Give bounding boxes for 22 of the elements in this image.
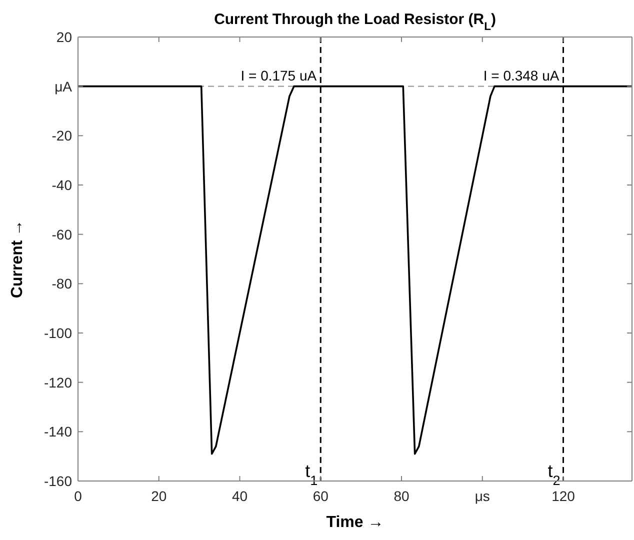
x-axis-title: Time → <box>326 514 384 531</box>
y-tick-label: -60 <box>52 226 72 242</box>
x-tick-label: 20 <box>151 488 167 504</box>
x-tick-label: 60 <box>312 488 329 504</box>
y-tick-label: 20 <box>56 29 72 45</box>
y-tick-label: -120 <box>44 374 72 390</box>
annotation: I = 0.348 uA <box>483 67 560 84</box>
x-tick-label: 120 <box>552 488 576 504</box>
y-tick-label: -140 <box>44 424 72 440</box>
x-tick-label: 0 <box>74 488 82 504</box>
chart-title: Current Through the Load Resistor (R$_{L}$) <box>214 11 496 33</box>
y-tick-label: -100 <box>44 325 72 341</box>
x-tick-label: μs <box>474 488 490 504</box>
y-tick-label: μA <box>54 78 73 94</box>
x-tick-label: 40 <box>232 488 248 504</box>
x-tick-label: 80 <box>394 488 410 504</box>
annotation: I = 0.175 uA <box>240 67 318 84</box>
y-axis-title: Current → <box>9 220 26 298</box>
y-tick-label: -80 <box>52 276 72 292</box>
y-tick-label: -160 <box>44 473 72 489</box>
y-tick-label: -20 <box>52 128 72 144</box>
y-tick-label: -40 <box>52 177 72 193</box>
